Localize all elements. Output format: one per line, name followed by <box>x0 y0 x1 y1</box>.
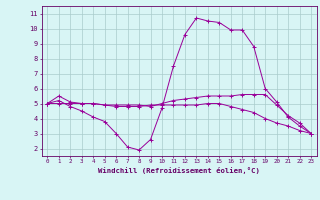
X-axis label: Windchill (Refroidissement éolien,°C): Windchill (Refroidissement éolien,°C) <box>98 167 260 174</box>
